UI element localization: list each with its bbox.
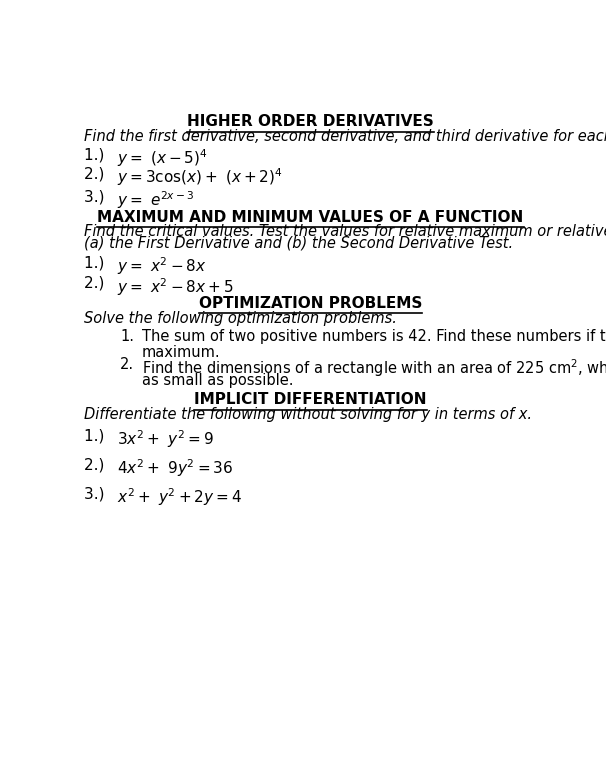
Text: as small as possible.: as small as possible. bbox=[142, 373, 293, 388]
Text: Find the critical values. Test the values for relative maximum or relative minim: Find the critical values. Test the value… bbox=[84, 224, 606, 238]
Text: 2.): 2.) bbox=[84, 276, 115, 291]
Text: Find the first derivative, second derivative, and third derivative for each of t: Find the first derivative, second deriva… bbox=[84, 129, 606, 144]
Text: 1.): 1.) bbox=[84, 255, 115, 270]
Text: (a) the First Derivative and (b) the Second Derivative Test.: (a) the First Derivative and (b) the Sec… bbox=[84, 235, 513, 251]
Text: MAXIMUM AND MINIMUM VALUES OF A FUNCTION: MAXIMUM AND MINIMUM VALUES OF A FUNCTION bbox=[98, 209, 524, 225]
Text: $3x^2 + \ y^2 = 9$: $3x^2 + \ y^2 = 9$ bbox=[117, 428, 214, 451]
Text: Solve the following optimization problems.: Solve the following optimization problem… bbox=[84, 311, 397, 326]
Text: 1.: 1. bbox=[121, 329, 135, 345]
Text: 1.): 1.) bbox=[84, 428, 115, 444]
Text: $y = \ (x - 5)^4$: $y = \ (x - 5)^4$ bbox=[117, 148, 208, 169]
Text: $y = \ x^2 - 8x$: $y = \ x^2 - 8x$ bbox=[117, 255, 207, 277]
Text: The sum of two positive numbers is 42. Find these numbers if their product is a: The sum of two positive numbers is 42. F… bbox=[142, 329, 606, 345]
Text: $y = 3\cos(x) + \ (x + 2)^4$: $y = 3\cos(x) + \ (x + 2)^4$ bbox=[117, 166, 283, 188]
Text: 3.): 3.) bbox=[84, 189, 115, 205]
Text: $y = \ e^{2x-3}$: $y = \ e^{2x-3}$ bbox=[117, 189, 195, 211]
Text: Find the dimensions of a rectangle with an area of 225 cm$^2$, whose perimeter i: Find the dimensions of a rectangle with … bbox=[142, 357, 606, 378]
Text: OPTIMIZATION PROBLEMS: OPTIMIZATION PROBLEMS bbox=[199, 296, 422, 311]
Text: 2.): 2.) bbox=[84, 166, 115, 181]
Text: 3.): 3.) bbox=[84, 487, 115, 501]
Text: IMPLICIT DIFFERENTIATION: IMPLICIT DIFFERENTIATION bbox=[195, 392, 427, 408]
Text: 1.): 1.) bbox=[84, 148, 115, 162]
Text: maximum.: maximum. bbox=[142, 345, 220, 360]
Text: 2.): 2.) bbox=[84, 458, 115, 473]
Text: $4x^2 + \ 9y^2 = 36$: $4x^2 + \ 9y^2 = 36$ bbox=[117, 458, 233, 479]
Text: 2.: 2. bbox=[121, 357, 135, 372]
Text: $y = \ x^2 - 8x + 5$: $y = \ x^2 - 8x + 5$ bbox=[117, 276, 234, 298]
Text: Differentiate the following without solving for y in terms of x.: Differentiate the following without solv… bbox=[84, 408, 532, 422]
Text: $x^2 + \ y^2 + 2y = 4$: $x^2 + \ y^2 + 2y = 4$ bbox=[117, 487, 242, 508]
Text: HIGHER ORDER DERIVATIVES: HIGHER ORDER DERIVATIVES bbox=[187, 114, 434, 129]
